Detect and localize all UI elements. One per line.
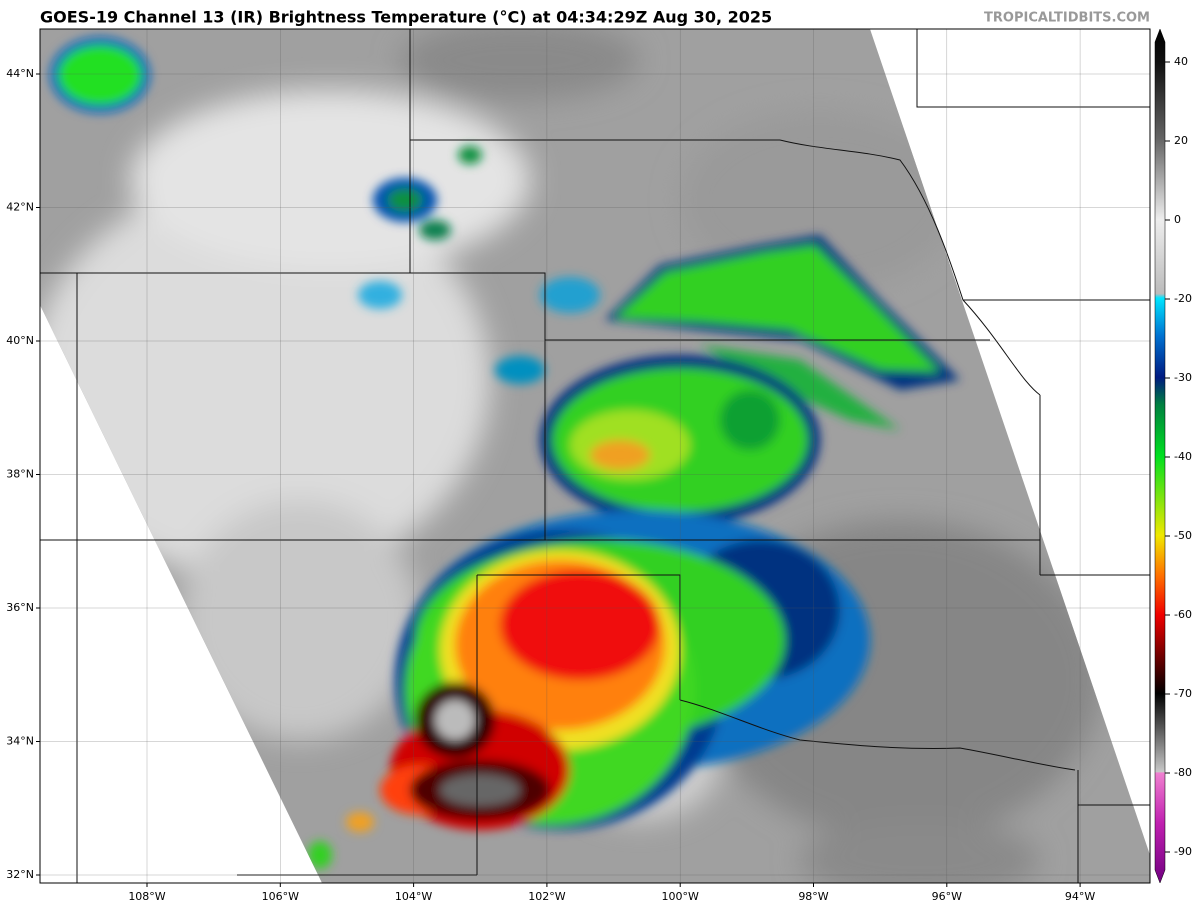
lon-label: 98°W [798, 890, 828, 903]
lat-label: 38°N [6, 468, 34, 481]
colorbar-tick-label: -50 [1174, 529, 1192, 542]
lon-label: 104°W [395, 890, 432, 903]
title: GOES-19 Channel 13 (IR) Brightness Tempe… [40, 8, 772, 27]
lat-lon-grid [40, 29, 1150, 883]
lon-label: 100°W [662, 890, 699, 903]
watermark: TROPICALTIDBITS.COM [984, 11, 1150, 26]
colorbar-tick-label: -60 [1174, 608, 1192, 621]
colorbar-tick-label: -80 [1174, 766, 1192, 779]
lat-label: 34°N [6, 735, 34, 748]
lon-label: 108°W [128, 890, 165, 903]
colorbar-tick-label: -90 [1174, 845, 1192, 858]
colorbar-gradient [1154, 28, 1166, 884]
lat-label: 42°N [6, 201, 34, 214]
colorbar-tick-label: -30 [1174, 371, 1192, 384]
lat-label: 36°N [6, 601, 34, 614]
colorbar-tick-label: 20 [1174, 134, 1188, 147]
colorbar: 40 20 0 -20 -30 -40 -50 -60 -70 -80 -90 [1154, 28, 1192, 884]
colorbar-tick-label: -70 [1174, 687, 1192, 700]
map-frame [39, 28, 1151, 884]
colorbar-tick-label: 0 [1174, 213, 1181, 226]
lon-label: 96°W [932, 890, 962, 903]
colorbar-tick-label: 40 [1174, 55, 1188, 68]
lat-label: 40°N [6, 334, 34, 347]
lat-label: 32°N [6, 868, 34, 881]
lat-label: 44°N [6, 67, 34, 80]
lon-label: 102°W [528, 890, 565, 903]
colorbar-tick-label: -40 [1174, 450, 1192, 463]
lon-label: 106°W [262, 890, 299, 903]
colorbar-tick-label: -20 [1174, 292, 1192, 305]
lon-label: 94°W [1065, 890, 1095, 903]
